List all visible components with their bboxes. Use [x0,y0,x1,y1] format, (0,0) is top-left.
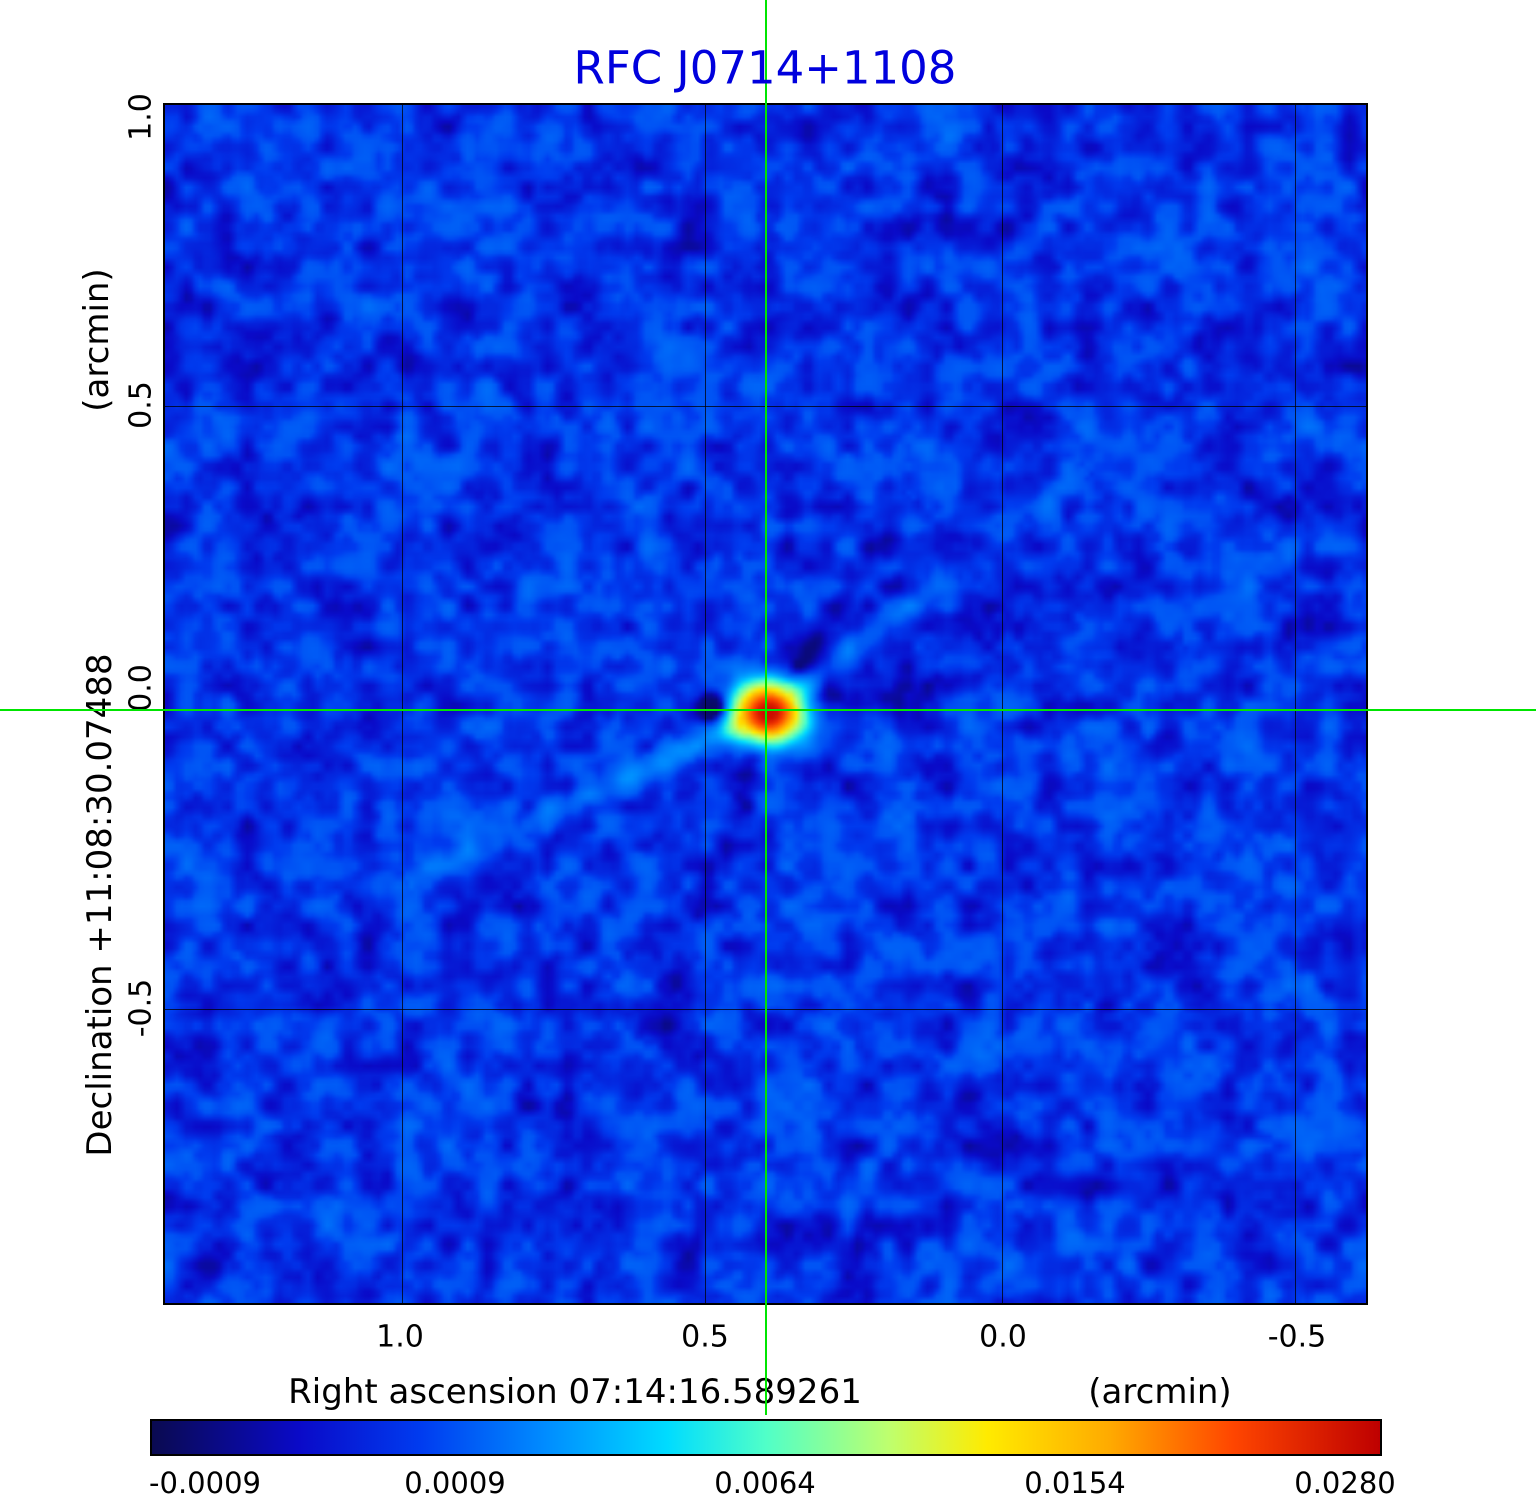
colorbar-tick-label: 0.0009 [404,1466,506,1500]
grid-line-vertical [1295,105,1297,1303]
x-axis-label: Right ascension 07:14:16.589261 [288,1372,862,1412]
x-axis-unit-label: (arcmin) [1088,1372,1232,1412]
grid-line-vertical [1002,105,1004,1303]
x-tick-label: -0.5 [1267,1319,1327,1355]
y-axis-label: Declination +11:08:30.07488 [80,653,120,1157]
crosshair-horizontal-line [0,709,1536,711]
crosshair-vertical-line [765,0,767,1415]
x-tick-label: 0.0 [979,1319,1027,1355]
y-axis-unit-label: (arcmin) [77,268,117,412]
colorbar-tick-label: 0.0154 [1024,1466,1126,1500]
colorbar-tick-label: -0.0009 [149,1466,261,1500]
y-tick-label: 1.0 [123,93,159,141]
y-tick-label: 0.0 [123,664,159,712]
grid-line-vertical [401,105,403,1303]
y-tick-label: -0.5 [123,978,159,1038]
colorbar-tick-label: 0.0064 [714,1466,816,1500]
x-tick-label: 1.0 [376,1319,424,1355]
page-title: RFC J0714+1108 [573,41,957,95]
grid-line-vertical [705,105,707,1303]
x-tick-label: 0.5 [681,1319,729,1355]
colorbar [150,1419,1382,1456]
colorbar-tick-label: 0.0280 [1294,1466,1396,1500]
y-tick-label: 0.5 [123,381,159,429]
